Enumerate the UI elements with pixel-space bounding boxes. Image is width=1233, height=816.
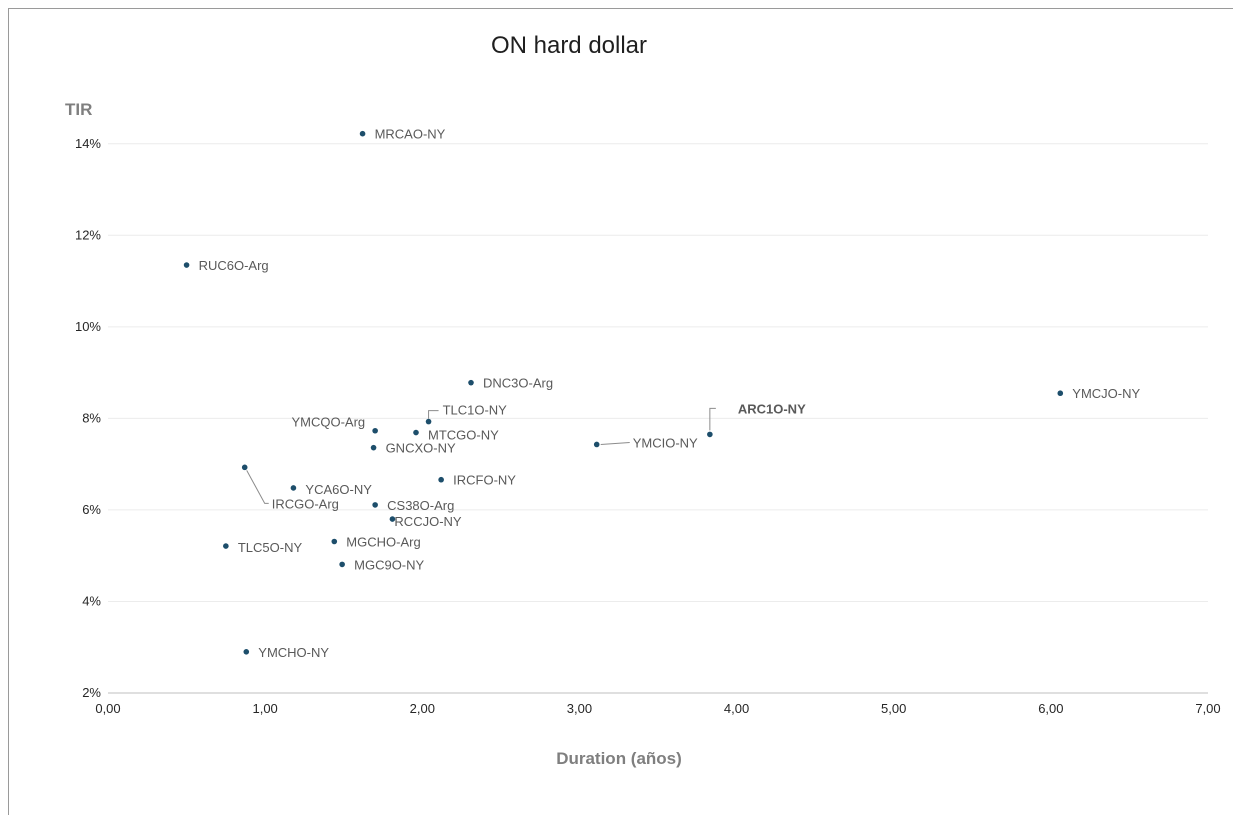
data-point <box>223 543 229 549</box>
data-point <box>1057 390 1064 397</box>
x-tick-label: 1,00 <box>252 701 277 716</box>
data-label: GNCXO-NY <box>386 441 456 456</box>
chart-title: ON hard dollar <box>491 32 647 59</box>
data-point <box>290 485 297 491</box>
data-label: MTCGO-NY <box>428 428 499 443</box>
data-label: ARC1O-NY <box>738 401 806 416</box>
x-axis-title: Duration (años) <box>556 749 682 768</box>
data-label: RUC6O-Arg <box>199 258 269 273</box>
y-tick-label: 14% <box>75 136 101 151</box>
chart-frame: ON hard dollar TIR Duration (años) 2% 4% 6… <box>8 8 1233 815</box>
data-point <box>183 262 190 268</box>
data-point <box>372 502 378 508</box>
data-labels: MRCAO-NY RUC6O-Arg DNC3O-Arg YMCJO-NY TLC1O-… <box>199 127 1141 660</box>
label-leader-line <box>428 410 439 419</box>
data-point <box>438 476 444 483</box>
x-tick-label: 2,00 <box>410 701 435 716</box>
y-axis-title: TIR <box>65 100 92 119</box>
data-label: MGC9O-NY <box>354 557 424 572</box>
data-point <box>359 130 366 137</box>
data-point <box>425 418 432 425</box>
label-leaders <box>246 407 716 504</box>
data-label: YMCJO-NY <box>1072 386 1140 401</box>
data-point <box>389 516 396 522</box>
data-points <box>183 130 1064 655</box>
y-tick-label: 8% <box>82 410 101 425</box>
data-label: CS38O-Arg <box>387 498 454 513</box>
label-leader-line <box>709 407 716 431</box>
data-point <box>370 444 377 451</box>
data-label: YMCIO-NY <box>633 435 698 450</box>
data-point <box>241 464 248 471</box>
scatter-chart: ON hard dollar TIR Duration (años) 2% 4% 6… <box>65 32 1221 768</box>
label-leader-line <box>600 441 630 445</box>
gridlines <box>108 143 1208 602</box>
data-label: MGCHO-Arg <box>346 535 420 550</box>
x-tick-label: 0,00 <box>95 701 120 716</box>
data-point <box>331 538 338 545</box>
data-point <box>593 441 600 448</box>
data-point <box>413 429 419 436</box>
x-tick-label: 4,00 <box>724 701 749 716</box>
data-label: RCCJO-NY <box>394 514 461 529</box>
y-tick-label: 2% <box>82 685 101 700</box>
x-tick-label: 5,00 <box>881 701 906 716</box>
y-tick-label: 6% <box>82 502 101 517</box>
data-point <box>372 427 378 434</box>
data-label: IRCGO-Arg <box>272 496 339 511</box>
x-tick-label: 3,00 <box>567 701 592 716</box>
y-tick-label: 12% <box>75 227 101 242</box>
y-tick-label: 4% <box>82 593 101 608</box>
data-point <box>243 649 250 655</box>
x-tick-label: 6,00 <box>1038 701 1063 716</box>
data-label: TLC1O-NY <box>443 403 508 418</box>
y-tick-label: 10% <box>75 319 101 334</box>
data-label: YCA6O-NY <box>305 482 372 497</box>
data-label: IRCFO-NY <box>453 473 516 488</box>
axes: 2% 4% 6% 8% 10% 12% 14% 0,00 1,00 2,00 3,00 4,00 5,0… <box>75 136 1221 716</box>
data-point <box>339 561 345 568</box>
data-label: TLC5O-NY <box>238 540 303 555</box>
data-point <box>707 431 713 438</box>
data-label: YMCHO-NY <box>258 645 329 660</box>
data-point <box>468 379 474 386</box>
data-label: YMCQO-Arg <box>291 415 365 430</box>
data-label: MRCAO-NY <box>375 127 446 142</box>
label-leader-line <box>246 470 269 504</box>
x-tick-label: 7,00 <box>1195 701 1220 716</box>
data-label: DNC3O-Arg <box>483 376 553 391</box>
